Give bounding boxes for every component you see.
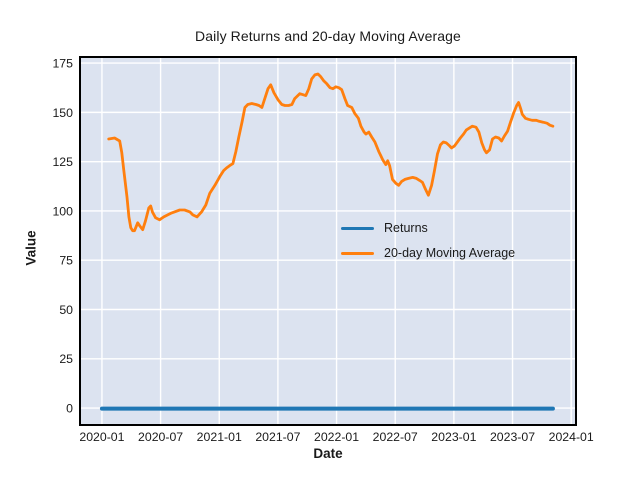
moving-average-line [107,72,555,233]
x-tick-label: 2021-01 [197,430,242,444]
y-axis-label: Value [23,230,39,266]
y-tick-label: 100 [52,204,73,218]
plot-background [80,57,576,425]
y-tick-label: 175 [52,57,73,71]
legend-line-swatch [341,227,374,230]
chart-title: Daily Returns and 20-day Moving Average [195,28,461,44]
legend-line-swatch [341,252,374,255]
y-tick-label: 150 [52,106,73,120]
x-tick-label: 2020-07 [138,430,183,444]
y-tick-label: 25 [59,352,73,366]
y-tick-label: 125 [52,155,73,169]
x-tick-label: 2022-07 [373,430,418,444]
legend: Returns 20-day Moving Average [341,216,515,266]
y-tick-label: 0 [66,401,73,415]
x-tick-label: 2022-01 [314,430,359,444]
x-tick-label: 2023-07 [490,430,535,444]
legend-label: Returns [384,221,428,236]
x-axis-label: Date [313,446,343,461]
legend-label: 20-day Moving Average [384,246,516,261]
legend-item-moving-average: 20-day Moving Average [341,241,515,266]
legend-item-returns: Returns [341,216,515,241]
axes-frame [79,56,577,426]
x-tick-label: 2023-01 [431,430,476,444]
x-tick-label: 2024-01 [549,430,594,444]
x-tick-label: 2020-01 [79,430,124,444]
x-tick-label: 2021-07 [255,430,300,444]
y-tick-label: 75 [59,254,73,268]
y-tick-label: 50 [59,303,73,317]
